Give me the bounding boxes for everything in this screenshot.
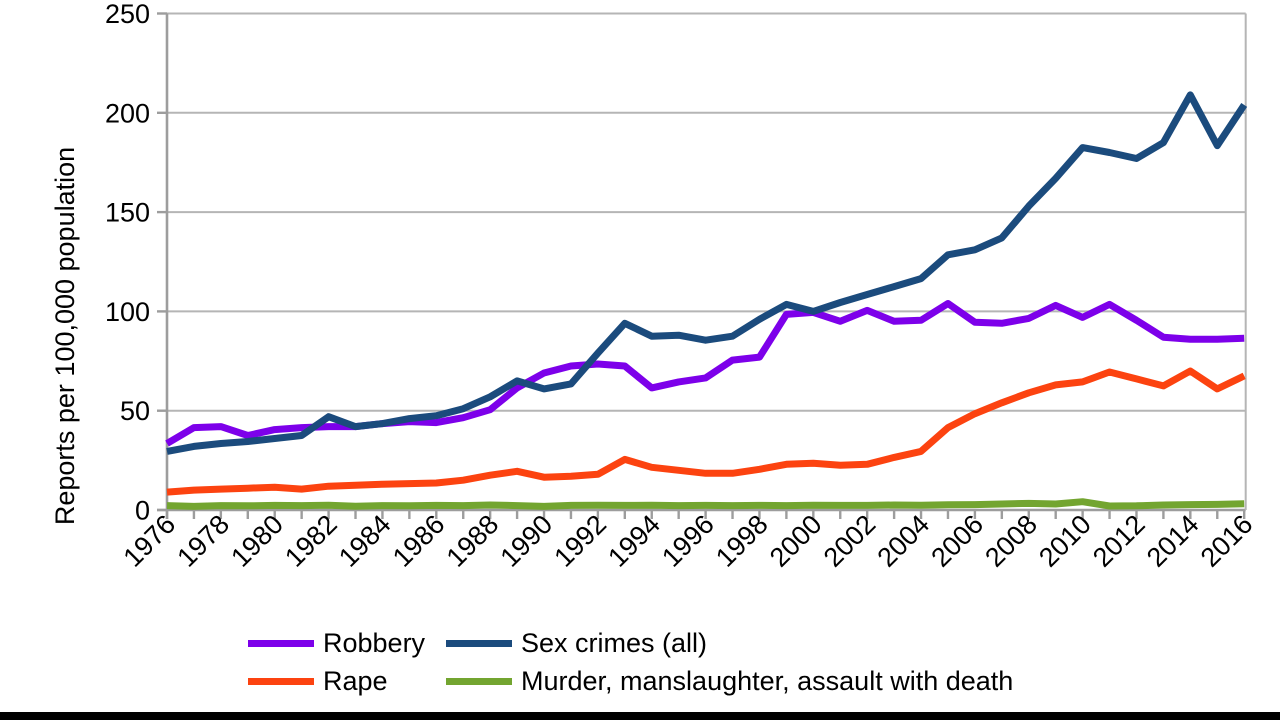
- x-tick-label: 1996: [656, 509, 720, 573]
- series-line-murder-manslaughter-assault-with-death: [166, 498, 1245, 510]
- x-tick-label: 2014: [1141, 509, 1205, 573]
- y-axis-tick-labels: 0 50 100 150 200 250: [105, 0, 150, 526]
- axes: [157, 12, 1247, 519]
- y-tick-label: 100: [105, 297, 150, 327]
- x-tick-label: 2004: [872, 509, 936, 573]
- x-tick-label: 2010: [1033, 509, 1097, 573]
- bottom-bar: [0, 712, 1280, 720]
- x-tick-label: 1998: [710, 509, 774, 573]
- x-tick-label: 1984: [333, 509, 397, 573]
- gridlines: [167, 12, 1246, 412]
- x-tick-label: 1980: [225, 509, 289, 573]
- y-tick-label: 0: [135, 496, 150, 526]
- series-line-sex-crimes-all: [166, 91, 1248, 455]
- series-lines: [165, 91, 1248, 510]
- x-tick-label: 1990: [495, 509, 559, 573]
- x-tick-label: 2002: [818, 509, 882, 573]
- x-tick-label: 1988: [441, 509, 505, 573]
- x-tick-label: 1986: [387, 509, 451, 573]
- series-line-rape: [166, 367, 1246, 496]
- y-tick-label: 200: [105, 98, 150, 128]
- y-tick-label: 50: [120, 396, 150, 426]
- x-tick-label: 1994: [602, 509, 666, 573]
- x-tick-label: 2008: [979, 509, 1043, 573]
- x-tick-label: 1978: [171, 509, 235, 573]
- series-line-robbery: [165, 300, 1245, 447]
- x-tick-label: 2000: [764, 509, 828, 573]
- y-tick-label: 250: [105, 0, 150, 29]
- x-tick-label: 2016: [1195, 509, 1259, 573]
- y-axis-title: Reports per 100,000 population: [50, 147, 80, 525]
- x-tick-label: 2006: [925, 509, 989, 573]
- y-tick-label: 150: [105, 198, 150, 228]
- x-tick-label: 1982: [279, 509, 343, 573]
- x-tick-label: 1976: [118, 509, 182, 573]
- x-tick-label: 1992: [548, 509, 612, 573]
- x-tick-label: 2012: [1087, 509, 1151, 573]
- x-axis-tick-labels: 1976197819801982198419861988199019921994…: [118, 509, 1259, 573]
